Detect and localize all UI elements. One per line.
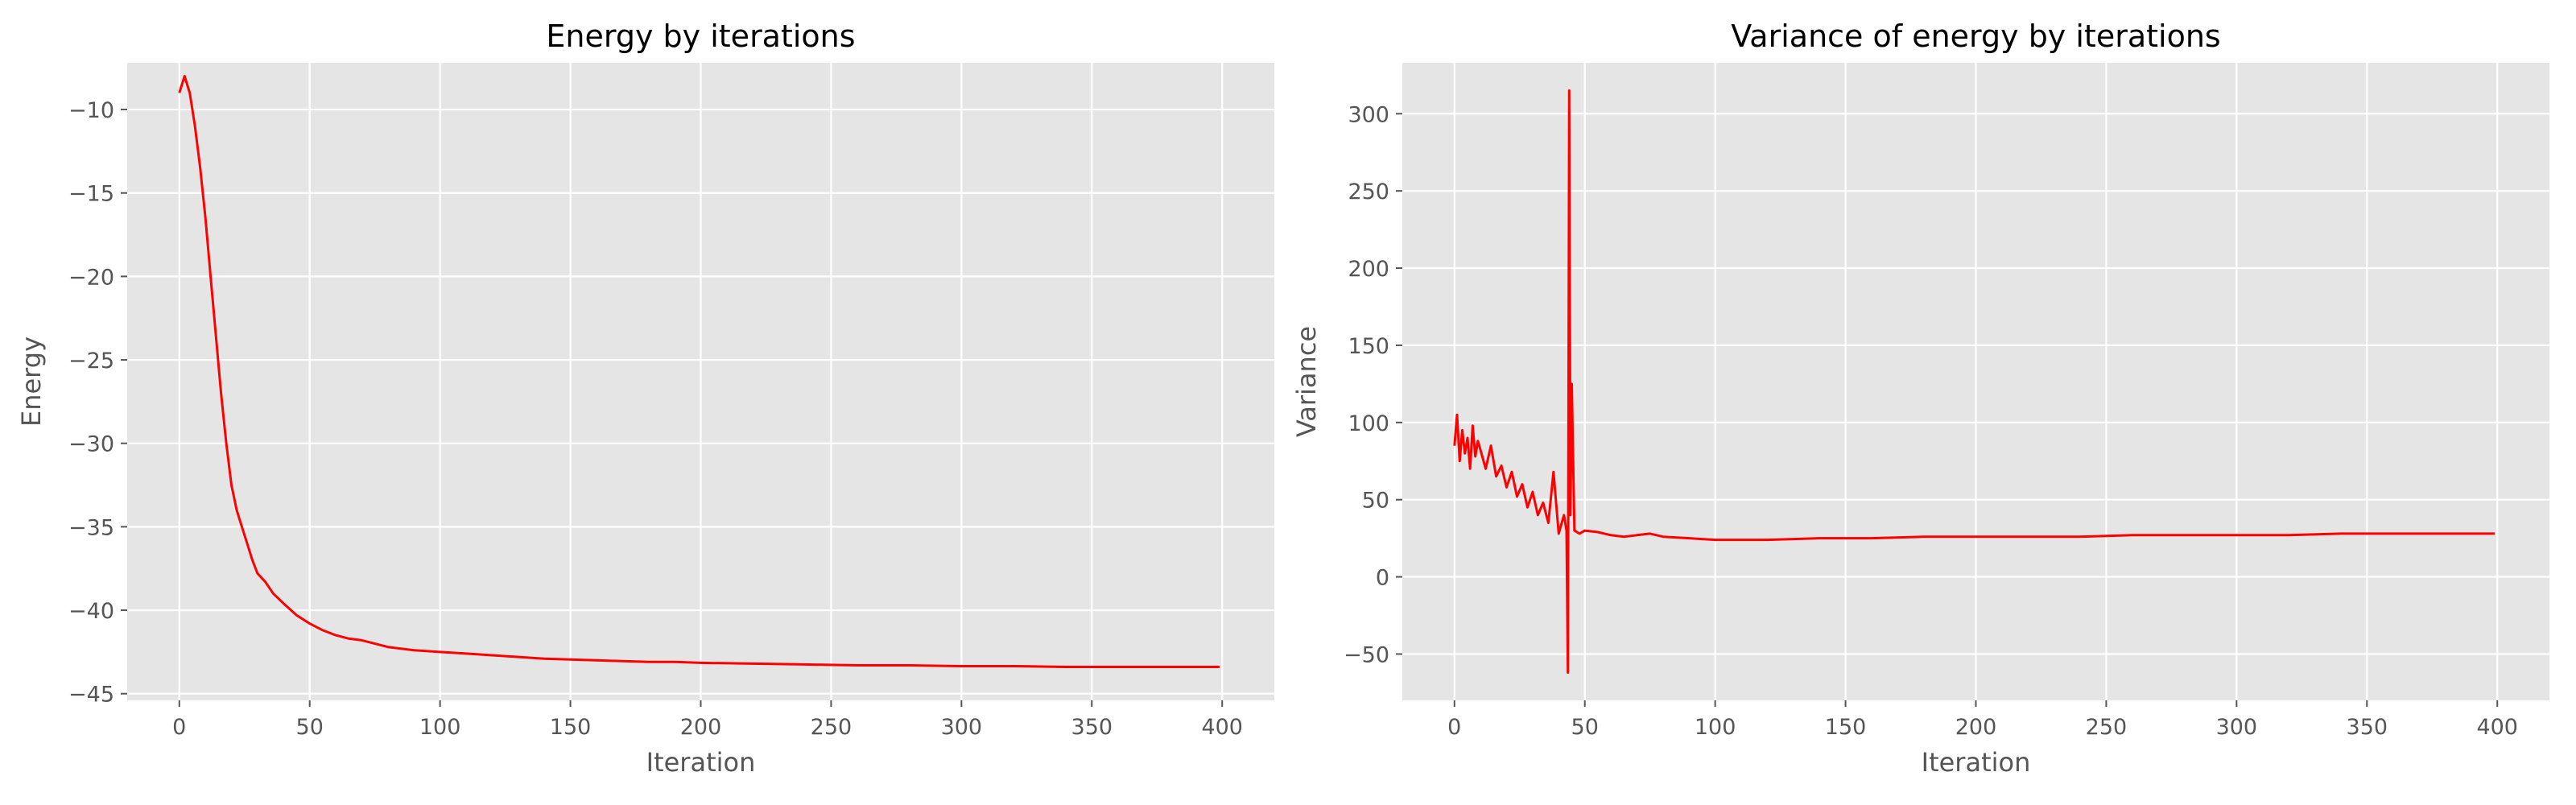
variance-ticks: 0 50 100 150 200 250 300 350 400 −50 0 50 100 150 200 2… xyxy=(1344,102,2518,740)
energy-chart-title: Energy by iterations xyxy=(546,19,855,54)
variance-x-tick-label: 200 xyxy=(1955,715,1997,740)
energy-y-tick-label: −35 xyxy=(68,515,114,540)
energy-x-tick-label: 50 xyxy=(296,715,324,740)
variance-gridlines xyxy=(1402,63,2549,700)
energy-x-tick-label: 150 xyxy=(550,715,592,740)
variance-x-tick-label: 150 xyxy=(1825,715,1867,740)
energy-x-tick-label: 400 xyxy=(1201,715,1243,740)
variance-x-tick-label: 0 xyxy=(1447,715,1461,740)
energy-x-tick-label: 300 xyxy=(941,715,983,740)
variance-y-axis-label: Variance xyxy=(1291,326,1322,437)
variance-series-layer xyxy=(1453,89,2495,674)
variance-y-tick-label: 100 xyxy=(1348,411,1389,436)
variance-x-tick-label: 100 xyxy=(1695,715,1736,740)
energy-y-tick-label: −20 xyxy=(68,265,114,290)
variance-y-tick-label: 300 xyxy=(1348,102,1389,127)
energy-y-tick-label: −15 xyxy=(68,182,114,207)
variance-chart-title: Variance of energy by iterations xyxy=(1731,19,2220,54)
energy-x-tick-label: 200 xyxy=(680,715,722,740)
variance-x-tick-label: 250 xyxy=(2086,715,2128,740)
variance-chart: 0 50 100 150 200 250 300 350 400 −50 0 50 100 150 200 2… xyxy=(1291,19,2549,778)
energy-x-tick-label: 100 xyxy=(419,715,461,740)
energy-y-axis-label: Energy xyxy=(16,336,47,427)
energy-series-layer xyxy=(178,75,1220,668)
energy-y-tick-label: −10 xyxy=(68,98,114,123)
energy-ticks: 0 50 100 150 200 250 300 350 400 −45 −40 −35 −30 −25 −… xyxy=(68,98,1243,740)
variance-x-tick-label: 300 xyxy=(2216,715,2258,740)
variance-x-tick-label: 350 xyxy=(2347,715,2388,740)
energy-series-line-0 xyxy=(178,75,1220,668)
variance-series-line-0 xyxy=(1453,89,2495,674)
variance-x-tick-label: 50 xyxy=(1571,715,1599,740)
energy-y-tick-label: −30 xyxy=(68,432,114,457)
variance-x-axis-label: Iteration xyxy=(1922,747,2031,778)
energy-y-tick-label: −45 xyxy=(68,683,114,708)
energy-chart: 0 50 100 150 200 250 300 350 400 −45 −40 −35 −30 −25 −… xyxy=(16,19,1274,778)
variance-y-tick-label: 0 xyxy=(1376,566,1389,591)
energy-x-tick-label: 250 xyxy=(811,715,852,740)
energy-gridlines xyxy=(127,63,1274,700)
variance-y-tick-label: −50 xyxy=(1344,642,1389,667)
energy-x-tick-label: 0 xyxy=(172,715,186,740)
variance-y-tick-label: 150 xyxy=(1348,334,1389,359)
variance-x-tick-label: 400 xyxy=(2476,715,2518,740)
variance-y-tick-label: 200 xyxy=(1348,257,1389,282)
variance-y-tick-label: 50 xyxy=(1362,489,1389,514)
energy-y-tick-label: −40 xyxy=(68,599,114,624)
variance-y-tick-label: 250 xyxy=(1348,180,1389,204)
energy-y-tick-label: −25 xyxy=(68,349,114,374)
energy-x-tick-label: 350 xyxy=(1071,715,1113,740)
energy-x-axis-label: Iteration xyxy=(646,747,756,778)
